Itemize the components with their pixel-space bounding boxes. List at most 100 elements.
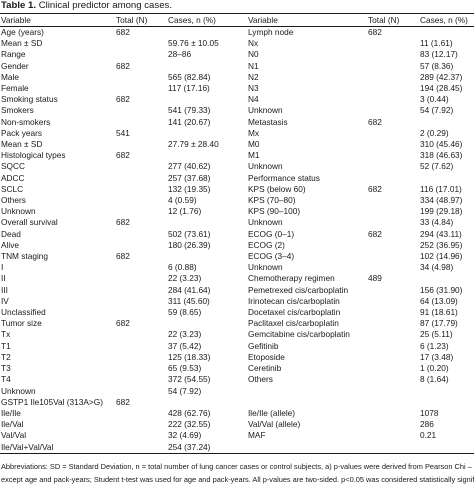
cell-variable: Male <box>1 71 19 82</box>
cell-total <box>115 329 167 340</box>
cell-cases: 17 (3.48) <box>420 351 454 362</box>
cell-total <box>367 285 419 296</box>
table-row: Age (years) 682 Lymph node 682 <box>0 27 474 39</box>
table-row: Unknown 54 (7.92) <box>0 386 474 397</box>
cell-variable: ECOG (0–1) <box>248 228 295 239</box>
cell-total <box>115 419 167 430</box>
cell-variable: SQCC <box>1 161 25 172</box>
cell-total <box>367 240 419 251</box>
cell-total <box>367 49 419 60</box>
cell-variable: Age (years) <box>1 27 44 37</box>
cell-variable: Val/Val <box>1 430 27 441</box>
cell-total <box>367 105 419 116</box>
table-row: Range 28–86 N0 83 (12.17) <box>0 49 474 60</box>
cell-total <box>367 251 419 262</box>
cell-cases <box>167 217 247 228</box>
cell-cases: 102 (14.96) <box>420 251 463 262</box>
table-body: Age (years) 682 Lymph node 682 Mean ± SD 59.7… <box>0 27 474 454</box>
cell-variable: Others <box>1 195 26 206</box>
cell-total: 682 <box>116 217 130 228</box>
cell-cases: 502 (73.61) <box>168 228 211 239</box>
cell-variable: T1 <box>1 340 11 351</box>
cell-variable: Female <box>1 83 29 94</box>
cell-total <box>115 296 167 307</box>
cell-variable: Unknown <box>248 217 283 228</box>
cell-variable: Lymph node <box>248 27 294 37</box>
table-row: Overall survival 682 Unknown 33 (4.84) <box>0 217 474 228</box>
cell-total: 682 <box>368 116 382 127</box>
table-row: Smokers 541 (79.33) Unknown 54 (7.92) <box>0 105 474 116</box>
cell-cases: 310 (45.46) <box>420 139 463 150</box>
cell-total <box>115 341 167 352</box>
cell-total <box>367 441 419 454</box>
cell-cases: 28–86 <box>168 49 192 60</box>
table-row: Val/Val 32 (4.69) MAF 0.21 <box>0 430 474 441</box>
cell-total <box>115 285 167 296</box>
table-row: IV 311 (45.60) Irinotecan cis/carboplatin 6… <box>0 296 474 307</box>
cell-cases: 252 (36.95) <box>420 239 463 250</box>
cell-cases: 6 (0.88) <box>168 262 197 273</box>
table-footnote: Abbreviations: SD = Standard Deviation, … <box>1 460 474 486</box>
cell-variable: GSTP1 Ile105Val (313A>G) <box>1 396 103 407</box>
cell-cases <box>419 397 474 408</box>
cell-variable: Mean ± SD <box>1 38 43 49</box>
cell-total: 541 <box>116 127 130 138</box>
cell-variable: ECOG (3–4) <box>248 251 295 262</box>
cell-total <box>367 430 419 441</box>
cell-cases: 6 (1.23) <box>420 340 449 351</box>
cell-cases <box>419 441 474 454</box>
cell-total <box>367 128 419 139</box>
cell-variable: Tumor size <box>1 318 42 329</box>
cell-cases: 27.79 ± 28.40 <box>168 139 219 150</box>
cell-variable: Ile/Val <box>1 419 24 430</box>
cell-total <box>367 173 419 184</box>
table-row: Male 565 (82.84) N2 289 (42.37) <box>0 72 474 83</box>
cell-cases: 54 (7.92) <box>420 105 454 116</box>
cell-variable: T3 <box>1 363 11 374</box>
cell-cases: 565 (82.84) <box>168 71 211 82</box>
cell-variable: Metastasis <box>248 116 288 127</box>
cell-cases: 194 (28.45) <box>420 83 463 94</box>
table-row: SQCC 277 (40.62) Unknown 52 (7.62) <box>0 161 474 172</box>
cell-variable: T2 <box>1 351 11 362</box>
cell-variable: Performance status <box>248 172 320 183</box>
cell-variable: Smoking status <box>1 94 58 105</box>
cell-cases <box>167 27 247 39</box>
cell-variable: Mean ± SD <box>1 139 43 150</box>
cell-total <box>367 419 419 430</box>
cell-variable: Chemotherapy regimen <box>248 273 335 284</box>
footnote-line: except age and pack-years; Student t-tes… <box>1 475 474 484</box>
cell-total <box>115 206 167 217</box>
cell-cases <box>167 150 247 161</box>
header-total-right: Total (N) <box>367 13 419 27</box>
cell-cases: 64 (13.09) <box>420 295 458 306</box>
cell-cases: 125 (18.33) <box>168 351 211 362</box>
table-row: TNM staging 682 ECOG (3–4) 102 (14.96) <box>0 251 474 262</box>
header-cases-right: Cases, n (%) <box>419 13 474 27</box>
cell-variable: M1 <box>248 150 260 161</box>
cell-cases: 57 (8.36) <box>420 60 454 71</box>
table-row: Ile/Val 222 (32.55) Val/Val (allele) 286 <box>0 419 474 430</box>
cell-variable: Range <box>1 49 26 60</box>
cell-variable: Pemetrexed cis/carboplatin <box>248 284 349 295</box>
cell-total <box>367 352 419 363</box>
cell-total: 489 <box>368 273 382 284</box>
cell-cases: 254 (37.24) <box>167 441 247 454</box>
cell-variable <box>247 397 367 408</box>
cell-total <box>115 430 167 441</box>
cell-variable: Tx <box>1 329 11 340</box>
cell-cases: 132 (19.35) <box>168 183 211 194</box>
cell-variable: Smokers <box>1 105 34 116</box>
cell-cases: 180 (26.39) <box>168 239 211 250</box>
cell-total: 682 <box>116 94 130 105</box>
cell-total <box>115 386 167 397</box>
cell-total <box>367 38 419 49</box>
cell-cases <box>419 273 474 284</box>
cell-cases <box>167 94 247 105</box>
cell-total <box>115 105 167 116</box>
cell-variable: N3 <box>248 83 259 94</box>
cell-cases: 12 (1.76) <box>168 206 202 217</box>
table-row: Pack years 541 Mx 2 (0.29) <box>0 128 474 139</box>
cell-total <box>115 184 167 195</box>
table-row: T1 37 (5.42) Gefitinib 6 (1.23) <box>0 341 474 352</box>
